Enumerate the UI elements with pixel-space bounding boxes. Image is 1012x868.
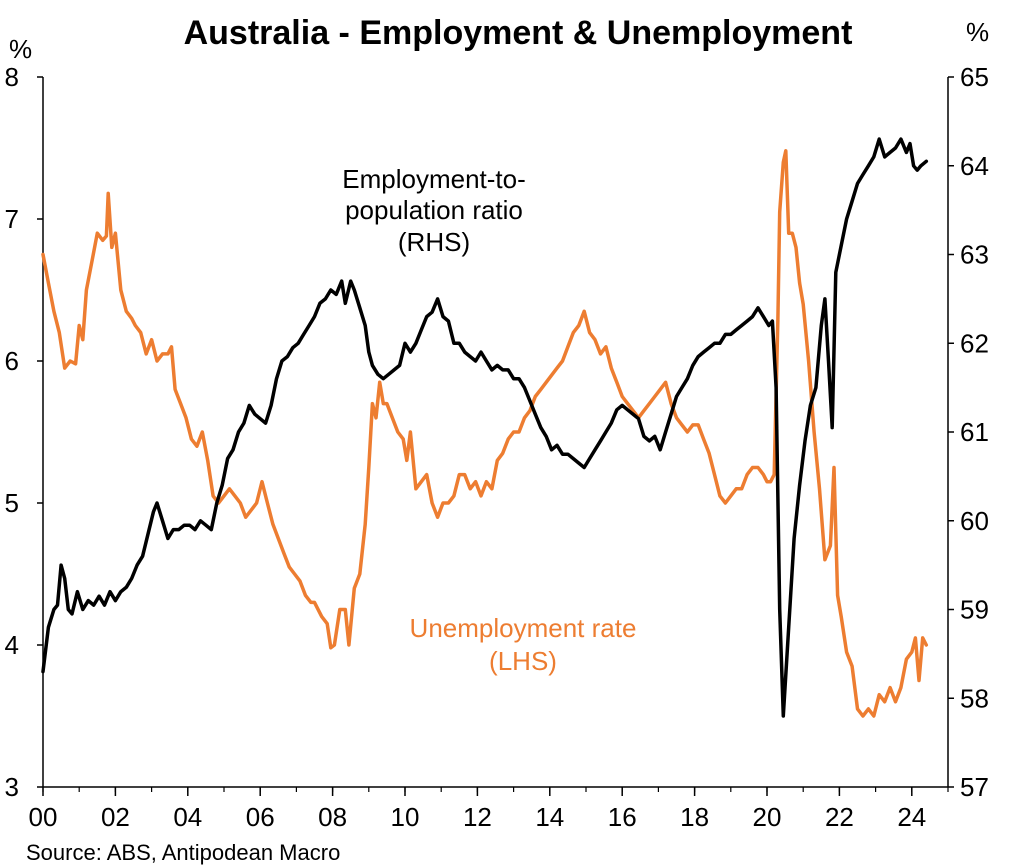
left-axis-ticks: 3 4 5 6 7 8 — [5, 62, 43, 802]
annotation-unemployment-line-2: (LHS) — [489, 646, 557, 676]
right-tick-label: 65 — [960, 62, 989, 92]
x-tick-label: 06 — [246, 802, 275, 832]
annotation-employment-line-3: (RHS) — [398, 227, 470, 257]
right-tick-label: 60 — [960, 506, 989, 536]
right-tick-label: 64 — [960, 151, 989, 181]
x-tick-label: 02 — [101, 802, 130, 832]
x-tick-label: 24 — [897, 802, 926, 832]
chart-source: Source: ABS, Antipodean Macro — [26, 840, 340, 865]
right-tick-label: 61 — [960, 417, 989, 447]
x-tick-label: 22 — [825, 802, 854, 832]
left-axis-unit: % — [9, 34, 32, 64]
left-tick-label: 8 — [5, 62, 19, 92]
annotation-employment-line-1: Employment-to- — [342, 164, 526, 194]
left-tick-label: 7 — [5, 204, 19, 234]
x-tick-label: 14 — [535, 802, 564, 832]
left-tick-label: 6 — [5, 346, 19, 376]
left-tick-label: 3 — [5, 772, 19, 802]
right-tick-label: 57 — [960, 772, 989, 802]
chart-title: Australia - Employment & Unemployment — [184, 14, 853, 52]
x-tick-label: 04 — [173, 802, 202, 832]
x-tick-label: 00 — [29, 802, 58, 832]
x-axis-ticks: 00 02 04 06 08 10 12 14 16 18 20 22 24 — [29, 787, 949, 832]
annotation-employment-line-2: population ratio — [345, 195, 523, 225]
x-tick-label: 12 — [463, 802, 492, 832]
right-axis-ticks: 57 58 59 60 61 62 63 64 65 — [948, 62, 989, 802]
x-tick-label: 10 — [391, 802, 420, 832]
series-line-unemployment — [41, 149, 929, 718]
right-tick-label: 58 — [960, 683, 989, 713]
annotation-unemployment-line-1: Unemployment rate — [410, 613, 637, 643]
x-tick-label: 20 — [753, 802, 782, 832]
x-tick-label: 16 — [608, 802, 637, 832]
x-tick-label: 08 — [318, 802, 347, 832]
series-line-employment — [41, 137, 929, 718]
right-axis-unit: % — [966, 17, 989, 47]
x-tick-label: 18 — [680, 802, 709, 832]
right-tick-label: 63 — [960, 240, 989, 270]
left-tick-label: 5 — [5, 488, 19, 518]
right-tick-label: 59 — [960, 595, 989, 625]
right-tick-label: 62 — [960, 328, 989, 358]
left-tick-label: 4 — [5, 630, 19, 660]
